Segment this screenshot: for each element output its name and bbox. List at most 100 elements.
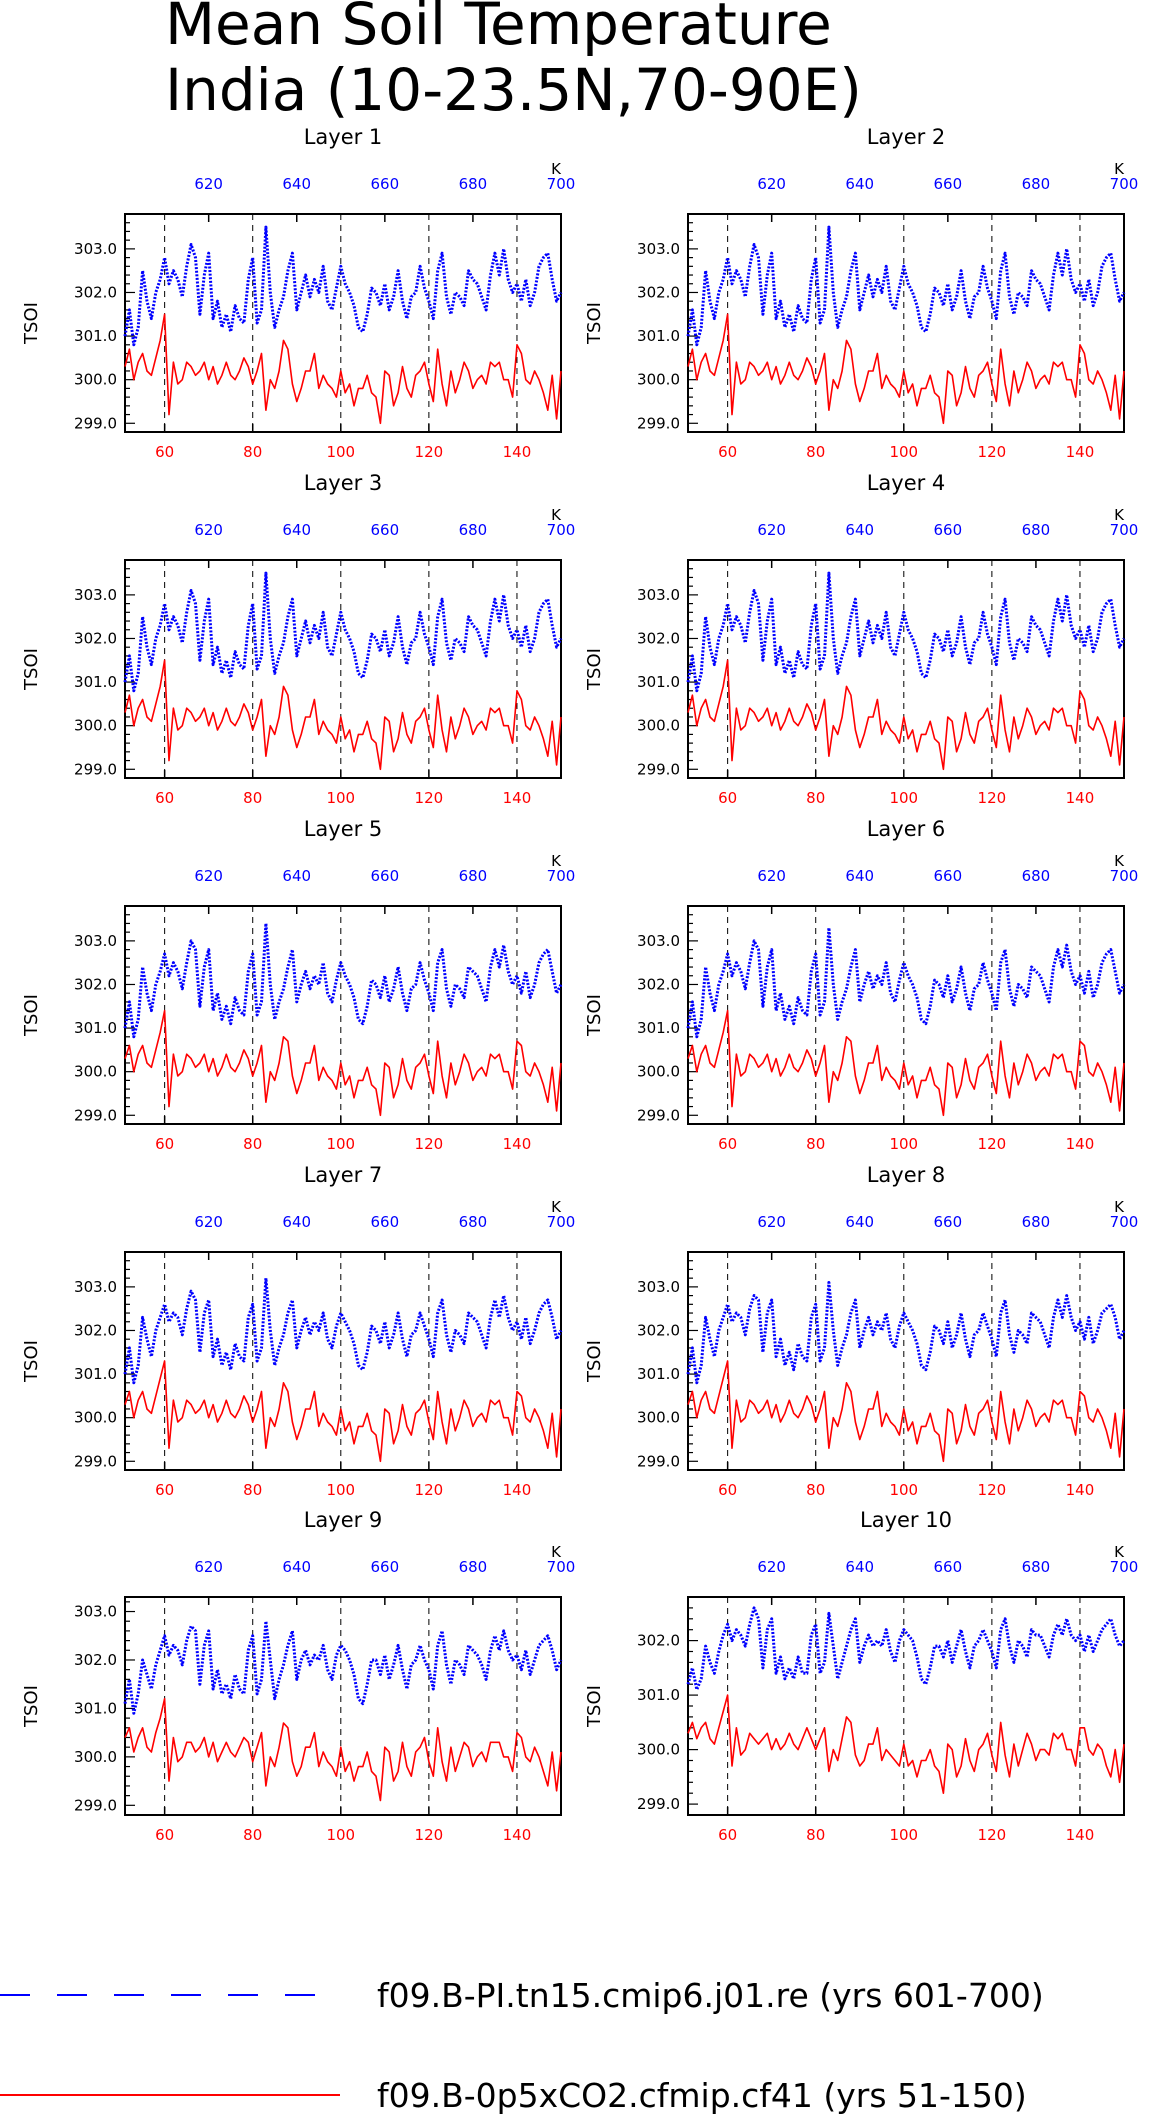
y-tick-label: 301.0 [74, 1365, 117, 1383]
x-top-tick-label: 640 [282, 175, 311, 193]
x-bottom-tick-label: 140 [503, 1826, 532, 1844]
x-bottom-tick-label: 140 [1066, 443, 1095, 461]
y-tick-label: 299.0 [74, 414, 117, 432]
plot-frame [687, 1251, 1125, 1471]
x-top-tick-label: 620 [194, 867, 223, 885]
y-tick-label: 300.0 [74, 371, 117, 389]
x-bottom-tick-label: 60 [155, 789, 174, 807]
x-top-tick-label: 700 [547, 521, 576, 539]
y-tick-label: 301.0 [74, 673, 117, 691]
series-line-ref [686, 1606, 1126, 1692]
series-line-ref [686, 571, 1126, 693]
y-tick-label: 301.0 [637, 1365, 680, 1383]
y-axis-label: TSOI [584, 1685, 605, 1728]
x-top-tick-label: 700 [1110, 521, 1139, 539]
x-top-tick-label: 700 [547, 175, 576, 193]
series-line-ref [123, 1276, 563, 1385]
y-tick-label: 302.0 [74, 629, 117, 647]
x-bottom-tick-label: 60 [155, 1481, 174, 1499]
x-bottom-tick-label: 120 [415, 1826, 444, 1844]
x-top-tick-label: 640 [282, 867, 311, 885]
x-top-tick-label: 700 [547, 1213, 576, 1231]
x-bottom-tick-label: 80 [806, 1135, 825, 1153]
x-top-tick-label: 640 [845, 521, 874, 539]
top-axis-unit: K [1114, 1543, 1125, 1561]
x-bottom-tick-label: 100 [889, 789, 918, 807]
y-axis-label: TSOI [21, 302, 42, 345]
series-line-ref [686, 1281, 1126, 1385]
x-bottom-tick-label: 60 [155, 1135, 174, 1153]
x-bottom-tick-label: 100 [326, 1826, 355, 1844]
y-tick-label: 303.0 [637, 932, 680, 950]
x-top-tick-label: 620 [757, 867, 786, 885]
series-line-ref [123, 921, 563, 1039]
series-line-exp [124, 313, 562, 425]
y-tick-label: 301.0 [637, 673, 680, 691]
series-line-ref [686, 225, 1126, 347]
x-top-tick-label: 660 [371, 521, 400, 539]
x-bottom-tick-label: 60 [718, 789, 737, 807]
y-tick-label: 300.0 [637, 371, 680, 389]
x-top-tick-label: 700 [1110, 1213, 1139, 1231]
x-top-tick-label: 660 [934, 1213, 963, 1231]
top-axis-unit: K [551, 852, 562, 870]
x-top-tick-label: 620 [194, 1558, 223, 1576]
y-tick-label: 303.0 [74, 586, 117, 604]
x-top-tick-label: 700 [1110, 175, 1139, 193]
x-bottom-tick-label: 140 [1066, 1826, 1095, 1844]
y-tick-label: 301.0 [637, 327, 680, 345]
y-axis-label: TSOI [584, 648, 605, 691]
x-top-tick-label: 640 [282, 1558, 311, 1576]
panel-title: Layer 8 [867, 1163, 946, 1187]
panel-title: Layer 7 [304, 1163, 383, 1187]
chart-title-line-2: India (10-23.5N,70-90E) [165, 56, 862, 124]
y-tick-label: 299.0 [74, 1106, 117, 1124]
panel-title: Layer 4 [867, 471, 946, 495]
x-top-tick-label: 680 [1022, 521, 1051, 539]
x-top-tick-label: 660 [934, 175, 963, 193]
x-bottom-tick-label: 60 [155, 443, 174, 461]
plot-frame [124, 559, 562, 779]
x-bottom-tick-label: 120 [978, 1135, 1007, 1153]
series-line-exp [124, 1697, 562, 1802]
y-tick-label: 299.0 [637, 760, 680, 778]
x-bottom-tick-label: 120 [978, 1826, 1007, 1844]
x-bottom-tick-label: 80 [806, 1481, 825, 1499]
y-axis-label: TSOI [21, 1685, 42, 1728]
panel-title: Layer 6 [867, 817, 946, 841]
x-top-tick-label: 640 [282, 521, 311, 539]
top-axis-unit: K [1114, 852, 1125, 870]
x-bottom-tick-label: 140 [1066, 1135, 1095, 1153]
y-tick-label: 303.0 [637, 586, 680, 604]
series-line-ref [686, 926, 1126, 1039]
x-bottom-tick-label: 140 [503, 1135, 532, 1153]
y-tick-label: 303.0 [74, 932, 117, 950]
x-top-tick-label: 700 [547, 867, 576, 885]
y-axis-label: TSOI [584, 302, 605, 345]
y-axis-label: TSOI [21, 994, 42, 1037]
series-line-ref [123, 571, 563, 693]
x-top-tick-label: 700 [1110, 867, 1139, 885]
top-axis-unit: K [551, 1198, 562, 1216]
x-bottom-tick-label: 140 [503, 1481, 532, 1499]
y-tick-label: 302.0 [74, 1321, 117, 1339]
plot-frame [124, 213, 562, 433]
panel-title: Layer 3 [304, 471, 383, 495]
chart-title-line-1: Mean Soil Temperature [165, 0, 832, 58]
y-tick-label: 302.0 [637, 629, 680, 647]
y-tick-label: 302.0 [637, 283, 680, 301]
x-top-tick-label: 620 [757, 521, 786, 539]
plot-frame [124, 905, 562, 1125]
x-bottom-tick-label: 100 [326, 789, 355, 807]
top-axis-unit: K [1114, 506, 1125, 524]
x-bottom-tick-label: 140 [1066, 1481, 1095, 1499]
panel-title: Layer 1 [304, 125, 383, 149]
plot-frame [687, 559, 1125, 779]
x-top-tick-label: 700 [547, 1558, 576, 1576]
y-tick-label: 301.0 [74, 327, 117, 345]
y-tick-label: 299.0 [74, 1796, 117, 1814]
top-axis-unit: K [1114, 160, 1125, 178]
